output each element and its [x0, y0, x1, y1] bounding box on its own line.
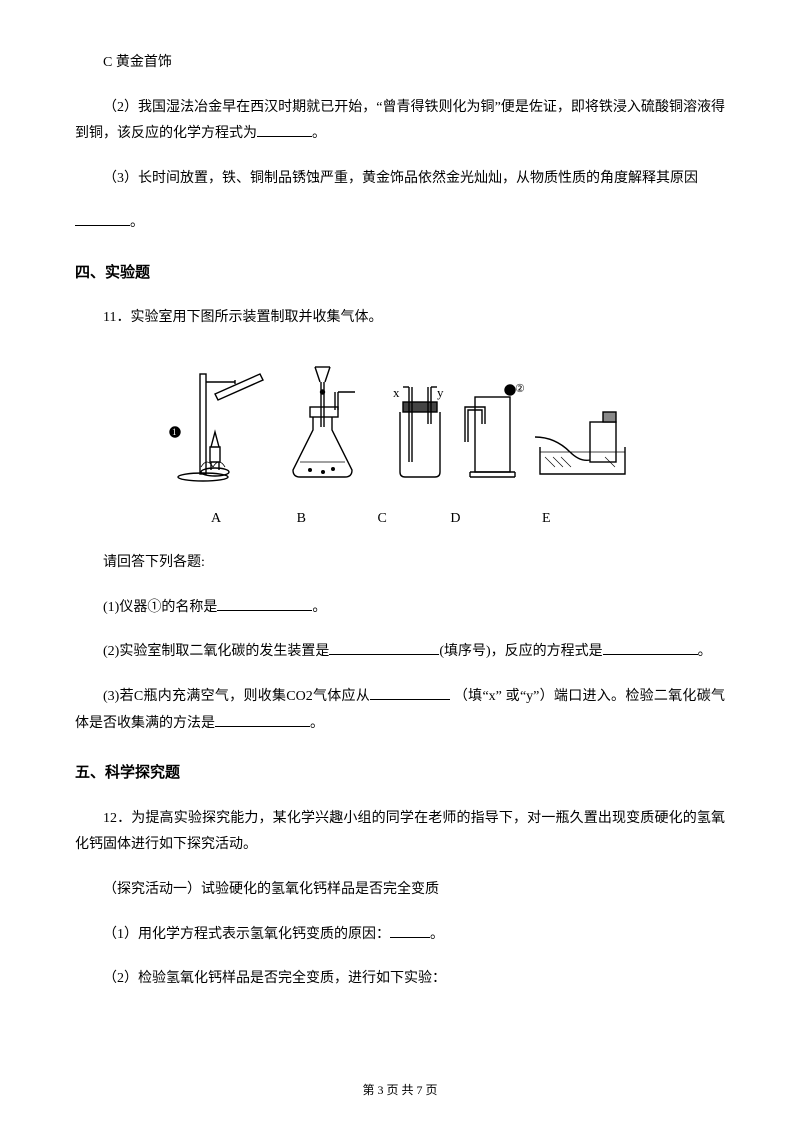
text: 。 [312, 126, 326, 141]
label-a: A [211, 506, 221, 533]
blank [217, 597, 312, 611]
text: 。 [312, 600, 326, 615]
q11-sub1: (1)仪器①的名称是 。 [75, 595, 725, 622]
question-3-line: （3）长时间放置，铁、铜制品锈蚀严重，黄金饰品依然金光灿灿，从物质性质的角度解释… [75, 166, 725, 193]
text: 四、实验题 [75, 265, 150, 281]
svg-text:②: ② [515, 383, 525, 395]
apparatus-labels-row: A B C D E [75, 506, 725, 533]
text: 。 [430, 927, 444, 942]
text: （2）检验氢氧化钙样品是否完全变质，进行如下实验： [103, 971, 446, 986]
q12-intro: 12．为提高实验探究能力，某化学兴趣小组的同学在老师的指导下，对一瓶久置出现变质… [75, 806, 725, 859]
svg-text:y: y [437, 385, 444, 400]
text: (1)仪器①的名称是 [103, 600, 217, 615]
footer-text: 第 3 页 共 7 页 [362, 1083, 437, 1097]
q12-sub1: （1）用化学方程式表示氢氧化钙变质的原因： 。 [75, 922, 725, 949]
text: （3）长时间放置，铁、铜制品锈蚀严重，黄金饰品依然金光灿灿，从物质性质的角度解释… [103, 171, 698, 186]
text: (填序号)，反应的方程式是 [439, 644, 602, 659]
svg-text:1: 1 [172, 427, 177, 437]
text: 。 [130, 215, 144, 230]
blank [257, 123, 312, 137]
text: 11．实验室用下图所示装置制取并收集气体。 [103, 310, 382, 325]
option-c-line: C 黄金首饰 [75, 50, 725, 77]
q11-sub2: (2)实验室制取二氧化碳的发生装置是 (填序号)，反应的方程式是 。 [75, 639, 725, 666]
text: （1）用化学方程式表示氢氧化钙变质的原因： [103, 927, 390, 942]
page-footer: 第 3 页 共 7 页 [0, 1079, 800, 1102]
text: (3)若C瓶内充满空气，则收集CO2气体应从 [103, 689, 370, 704]
text: 。 [310, 716, 324, 731]
blank [75, 212, 130, 226]
blank [390, 924, 430, 938]
blank [370, 686, 450, 700]
label-e: E [542, 506, 551, 533]
label-b: B [297, 506, 306, 533]
text: 12．为提高实验探究能力，某化学兴趣小组的同学在老师的指导下，对一瓶久置出现变质… [75, 811, 725, 853]
q12-sub2: （2）检验氢氧化钙样品是否完全变质，进行如下实验： [75, 966, 725, 993]
apparatus-svg: 1 [165, 352, 635, 487]
label-d: D [450, 506, 460, 533]
text: C 黄金首饰 [103, 55, 172, 70]
section-5-heading: 五、科学探究题 [75, 759, 725, 788]
svg-text:x: x [393, 385, 400, 400]
section-4-heading: 四、实验题 [75, 259, 725, 288]
q11-sub3: (3)若C瓶内充满空气，则收集CO2气体应从 （填“x” 或“y”）端口进入。检… [75, 684, 725, 737]
q12-activity1: （探究活动一）试验硬化的氢氧化钙样品是否完全变质 [75, 877, 725, 904]
q11-intro: 11．实验室用下图所示装置制取并收集气体。 [75, 305, 725, 332]
blank [215, 713, 310, 727]
apparatus-diagram: 1 [75, 352, 725, 498]
blank [329, 641, 439, 655]
text: 。 [698, 644, 712, 659]
text: 请回答下列各题: [103, 555, 205, 570]
text: （2）我国湿法冶金早在西汉时期就已开始，“曾青得铁则化为铜”便是佐证，即将铁浸入… [75, 100, 725, 142]
text: （探究活动一）试验硬化的氢氧化钙样品是否完全变质 [103, 882, 439, 897]
q11-answer-intro: 请回答下列各题: [75, 550, 725, 577]
text: (2)实验室制取二氧化碳的发生装置是 [103, 644, 329, 659]
blank [603, 641, 698, 655]
label-c: C [377, 506, 386, 533]
question-2-line: （2）我国湿法冶金早在西汉时期就已开始，“曾青得铁则化为铜”便是佐证，即将铁浸入… [75, 95, 725, 148]
question-3-blank-line: 。 [75, 210, 725, 237]
text: 五、科学探究题 [75, 765, 180, 781]
